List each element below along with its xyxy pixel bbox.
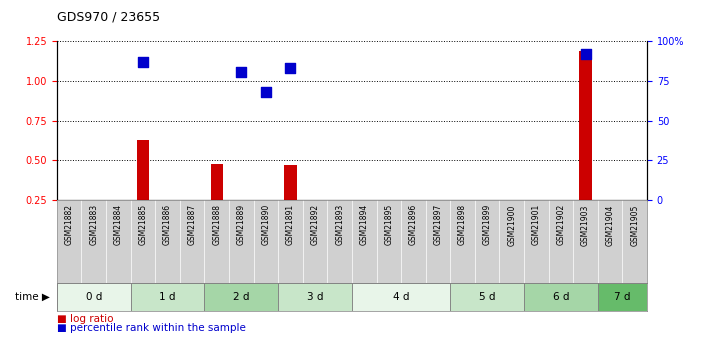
Point	[235, 69, 247, 74]
Text: 4 d: 4 d	[393, 292, 410, 302]
Text: GSM21893: GSM21893	[335, 204, 344, 246]
Point	[285, 66, 296, 71]
Text: 0 d: 0 d	[85, 292, 102, 302]
Text: 2 d: 2 d	[233, 292, 250, 302]
Text: GSM21883: GSM21883	[90, 204, 98, 245]
Text: GSM21895: GSM21895	[385, 204, 393, 246]
Text: GSM21884: GSM21884	[114, 204, 123, 245]
Text: GSM21889: GSM21889	[237, 204, 246, 245]
Bar	[278, 283, 352, 310]
Text: GSM21885: GSM21885	[139, 204, 147, 245]
Bar	[205, 283, 278, 310]
Text: GSM21882: GSM21882	[65, 204, 74, 245]
Text: GSM21886: GSM21886	[163, 204, 172, 245]
Text: ■ log ratio: ■ log ratio	[57, 314, 113, 324]
Text: GSM21894: GSM21894	[360, 204, 369, 246]
Text: GSM21902: GSM21902	[557, 204, 565, 246]
Bar	[137, 140, 149, 200]
Text: GDS970 / 23655: GDS970 / 23655	[57, 10, 160, 23]
Text: GSM21887: GSM21887	[188, 204, 197, 245]
Text: GSM21898: GSM21898	[458, 204, 467, 245]
Text: 6 d: 6 d	[552, 292, 570, 302]
Bar	[524, 283, 598, 310]
Text: ■ percentile rank within the sample: ■ percentile rank within the sample	[57, 323, 246, 333]
Text: GSM21897: GSM21897	[434, 204, 442, 246]
Text: GSM21890: GSM21890	[262, 204, 270, 246]
Point	[137, 59, 149, 65]
Text: GSM21905: GSM21905	[630, 204, 639, 246]
Text: 5 d: 5 d	[479, 292, 496, 302]
Text: GSM21891: GSM21891	[286, 204, 295, 245]
Text: 1 d: 1 d	[159, 292, 176, 302]
Point	[580, 51, 592, 57]
Text: 7 d: 7 d	[614, 292, 631, 302]
Text: GSM21901: GSM21901	[532, 204, 541, 246]
Text: GSM21899: GSM21899	[483, 204, 492, 246]
Text: GSM21888: GSM21888	[212, 204, 221, 245]
Text: 3 d: 3 d	[307, 292, 324, 302]
Text: GSM21903: GSM21903	[581, 204, 590, 246]
Bar	[131, 283, 205, 310]
Text: time ▶: time ▶	[15, 292, 50, 302]
Text: GSM21904: GSM21904	[606, 204, 614, 246]
Bar	[598, 283, 647, 310]
Text: GSM21896: GSM21896	[409, 204, 418, 246]
Bar	[352, 283, 450, 310]
Bar	[57, 283, 131, 310]
Bar	[579, 51, 592, 200]
Bar	[284, 165, 296, 200]
Bar	[450, 283, 524, 310]
Text: GSM21900: GSM21900	[507, 204, 516, 246]
Text: GSM21892: GSM21892	[311, 204, 319, 245]
Bar	[210, 164, 223, 200]
Point	[260, 89, 272, 95]
